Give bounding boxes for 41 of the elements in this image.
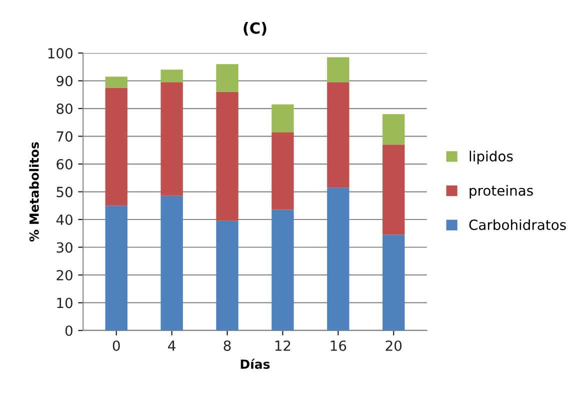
x-tick-label: 8 bbox=[224, 340, 231, 351]
y-tick-label: 20 bbox=[56, 270, 72, 280]
bar bbox=[327, 57, 350, 82]
y-tick-label: 50 bbox=[56, 186, 72, 198]
y-tick-label: 100 bbox=[48, 48, 72, 59]
x-tick-label: 12 bbox=[275, 340, 290, 351]
y-tick-label: 60 bbox=[56, 158, 72, 170]
y-tick-label: 40 bbox=[56, 214, 72, 225]
legend-label: Carbohidratos bbox=[469, 219, 566, 230]
bar bbox=[272, 132, 294, 210]
y-tick-label: 30 bbox=[56, 242, 72, 253]
bar bbox=[160, 70, 183, 82]
chart-title: (C) bbox=[244, 22, 266, 36]
bar bbox=[105, 206, 128, 330]
x-axis-title: Días bbox=[240, 358, 270, 369]
bar bbox=[160, 196, 183, 330]
y-tick-label: 10 bbox=[57, 298, 72, 308]
x-tick-label: 4 bbox=[168, 340, 176, 351]
x-tick-label: 20 bbox=[386, 340, 402, 351]
bar bbox=[105, 88, 128, 206]
legend-label: lipidos bbox=[470, 150, 513, 164]
y-tick-label: 0 bbox=[65, 325, 72, 336]
bar bbox=[216, 220, 238, 330]
bar bbox=[272, 104, 294, 132]
x-tick-label: 0 bbox=[112, 340, 120, 351]
bar bbox=[327, 82, 350, 188]
legend-label: proteinas bbox=[470, 185, 533, 198]
y-tick-label: 80 bbox=[56, 103, 72, 114]
bar bbox=[216, 64, 238, 92]
x-tick-label: 16 bbox=[330, 340, 346, 351]
bar bbox=[272, 210, 294, 330]
bar bbox=[382, 234, 405, 330]
bar bbox=[160, 82, 183, 196]
bar bbox=[216, 92, 238, 221]
y-axis-title: % Metabolitos bbox=[29, 142, 39, 242]
bar bbox=[382, 144, 405, 235]
y-tick-label: 90 bbox=[56, 76, 72, 86]
y-tick-label: 70 bbox=[56, 131, 72, 142]
bar bbox=[105, 76, 128, 88]
bar bbox=[382, 114, 405, 145]
bar bbox=[327, 188, 350, 330]
